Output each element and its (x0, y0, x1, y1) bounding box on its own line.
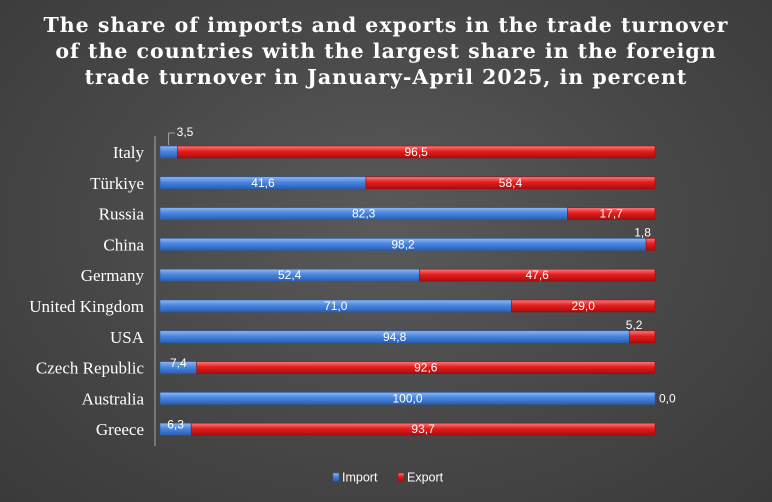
chart-title: The share of imports and exports in the … (43, 13, 729, 89)
category-label: Russia (99, 205, 145, 224)
import-value-label: 71,0 (324, 299, 348, 313)
category-label: China (103, 235, 144, 254)
export-value-label: 47,6 (526, 268, 550, 282)
export-bar (365, 176, 656, 190)
legend-label-import: Import (342, 471, 378, 485)
category-label: Germany (81, 266, 145, 285)
export-value-label: 96,5 (404, 145, 428, 159)
export-value-label: 93,7 (411, 422, 435, 436)
export-bar (419, 268, 656, 282)
export-bar (567, 207, 656, 220)
category-label: Türkiye (90, 174, 144, 193)
export-bar (645, 238, 656, 251)
import-value-label: 82,3 (352, 207, 376, 221)
import-bar (159, 392, 656, 405)
import-value-label: 52,4 (278, 268, 302, 282)
export-value-label: 92,6 (414, 361, 438, 375)
export-value-label: 1,8 (634, 225, 651, 239)
category-label: Italy (113, 143, 145, 162)
export-value-label: 17,7 (600, 207, 624, 221)
import-value-label: 3,5 (177, 125, 194, 139)
legend-swatch-export (397, 472, 405, 482)
import-value-label: 7,4 (170, 356, 187, 370)
import-value-label: 6,3 (167, 418, 184, 432)
import-label-leader (168, 132, 175, 145)
export-bar (190, 422, 656, 436)
import-value-label: 94,8 (383, 330, 407, 344)
export-bar (511, 299, 656, 313)
category-label: USA (110, 328, 145, 347)
export-bar (196, 361, 656, 374)
export-value-label: 58,4 (499, 176, 523, 190)
legend-swatch-import (332, 472, 340, 482)
export-bar (177, 145, 656, 159)
category-label: Australia (82, 389, 145, 408)
import-value-label: 98,2 (391, 237, 415, 251)
export-value-label: 5,2 (626, 318, 643, 332)
export-value-label: 0,0 (659, 391, 676, 405)
export-value-label: 29,0 (572, 299, 596, 313)
category-label: Greece (96, 420, 144, 439)
export-bar (628, 330, 656, 344)
import-value-label: 41,6 (251, 176, 275, 190)
category-label: United Kingdom (29, 297, 144, 316)
import-value-label: 100,0 (392, 391, 422, 405)
category-label: Czech Republic (36, 359, 145, 378)
legend-label-export: Export (407, 471, 444, 485)
import-bar (159, 145, 178, 159)
